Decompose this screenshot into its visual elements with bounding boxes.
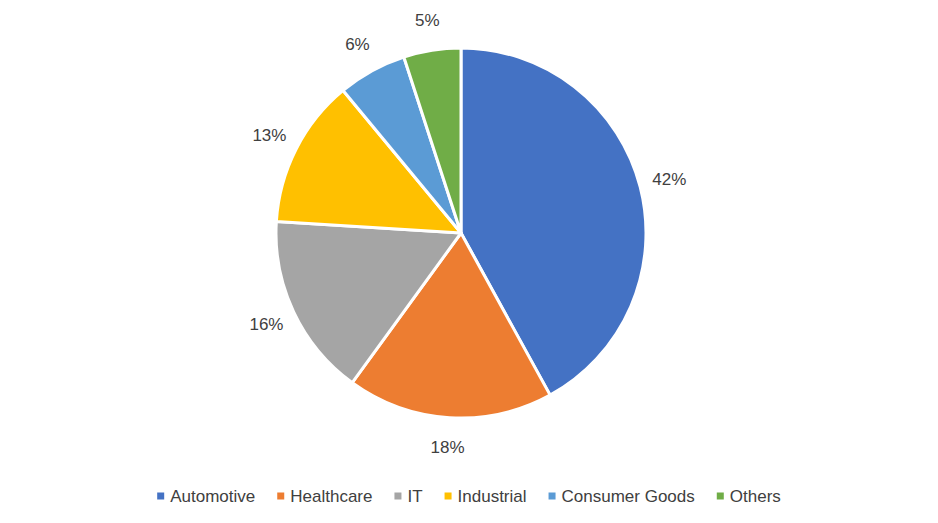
- legend-label: Consumer Goods: [562, 487, 695, 506]
- legend-label: Automotive: [170, 487, 255, 506]
- data-label: 13%: [252, 126, 286, 145]
- pie-slice: [404, 48, 461, 233]
- legend-marker: [445, 493, 452, 500]
- legend-marker: [157, 493, 164, 500]
- chart: 42% 18% 16% 13% 6% 5% Automotive Healthcare IT In…: [0, 0, 938, 523]
- data-label: 5%: [415, 11, 440, 30]
- data-label: 18%: [430, 438, 464, 457]
- legend-marker: [394, 493, 401, 500]
- data-label: 42%: [652, 170, 686, 189]
- legend-marker: [277, 493, 284, 500]
- data-label: 16%: [249, 315, 283, 334]
- pie-slice: [276, 221, 461, 382]
- legend-label: Industrial: [458, 487, 527, 506]
- legend-label: Others: [730, 487, 781, 506]
- legend-marker: [717, 493, 724, 500]
- legend-label: IT: [407, 487, 422, 506]
- legend-label: Healthcare: [290, 487, 372, 506]
- legend-marker: [549, 493, 556, 500]
- legend: Automotive Healthcare IT Industrial Consumer…: [157, 487, 781, 506]
- data-label: 6%: [345, 35, 370, 54]
- slices: [276, 48, 646, 418]
